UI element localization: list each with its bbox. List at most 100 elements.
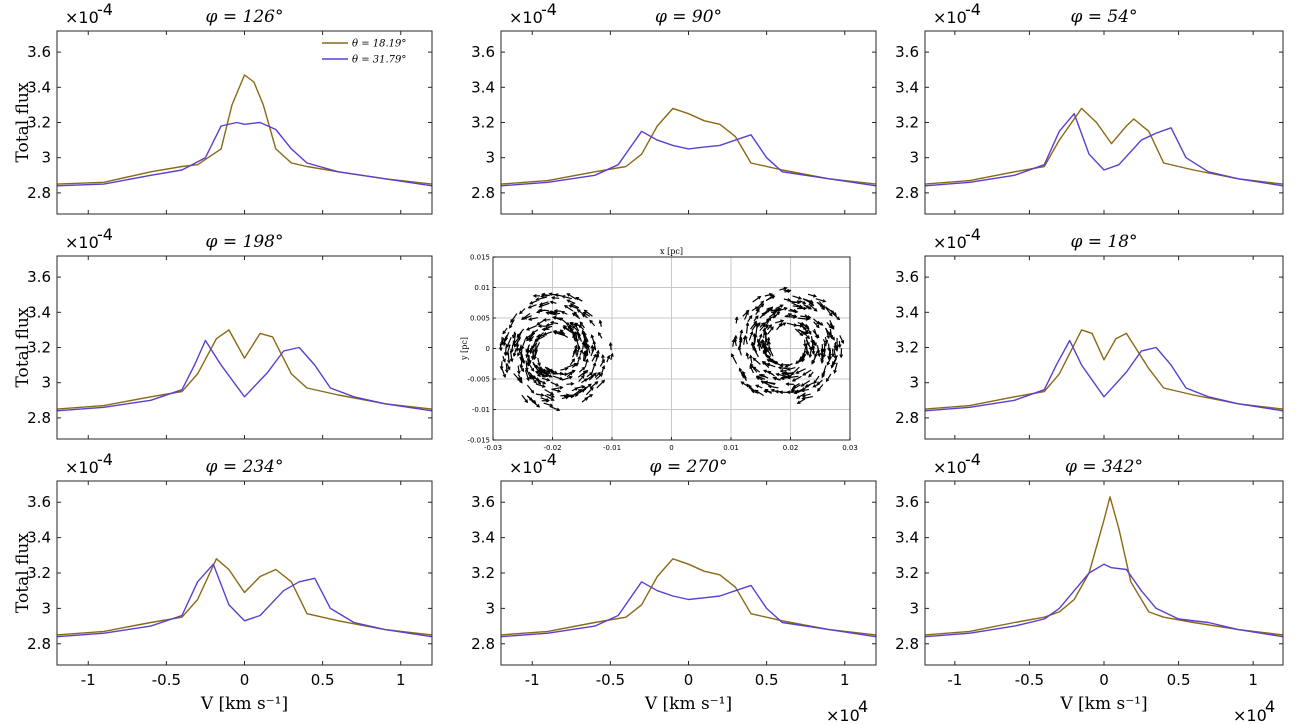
velocity-arrow bbox=[773, 376, 781, 381]
arrow-head bbox=[535, 377, 540, 381]
series-line-1 bbox=[501, 130, 876, 187]
arrow-head bbox=[552, 316, 557, 320]
velocity-arrow bbox=[570, 303, 580, 309]
arrow-head bbox=[816, 381, 821, 386]
arrow-head bbox=[517, 352, 521, 357]
velocity-arrow bbox=[521, 394, 528, 403]
velocity-arrow bbox=[759, 340, 763, 348]
x-tick-label: 1 bbox=[840, 671, 850, 689]
velocity-arrow bbox=[513, 348, 517, 357]
velocity-arrow bbox=[761, 374, 769, 379]
arrow-head bbox=[749, 354, 753, 359]
arrow-head bbox=[541, 327, 546, 332]
arrow-head bbox=[769, 292, 774, 297]
panel-title: φ = 234° bbox=[206, 457, 284, 477]
arrow-head bbox=[536, 321, 541, 326]
y-tick-label: 3.6 bbox=[895, 268, 919, 286]
arrow-head bbox=[776, 311, 781, 316]
velocity-arrow bbox=[751, 390, 759, 394]
series-line-0 bbox=[925, 496, 1283, 636]
velocity-arrow bbox=[529, 299, 538, 305]
velocity-arrow bbox=[738, 346, 742, 356]
arrow-head bbox=[822, 348, 827, 353]
arrow-head bbox=[542, 332, 547, 336]
arrow-head bbox=[777, 307, 782, 312]
velocity-arrow bbox=[526, 395, 533, 401]
arrow-head bbox=[766, 359, 771, 363]
arrow-head bbox=[569, 303, 574, 307]
y-tick-label: 3.2 bbox=[895, 339, 919, 357]
arrow-head bbox=[769, 358, 774, 363]
arrow-head bbox=[756, 308, 760, 313]
velocity-arrow bbox=[535, 335, 546, 342]
y-tick-label: 3 bbox=[909, 149, 919, 167]
velocity-arrow bbox=[526, 353, 531, 364]
velocity-arrow bbox=[832, 358, 837, 366]
velocity-arrow bbox=[571, 389, 582, 397]
arrow-head bbox=[579, 348, 584, 353]
velocity-arrow bbox=[781, 375, 792, 380]
velocity-arrow bbox=[536, 309, 546, 313]
arrow-head bbox=[581, 329, 586, 334]
arrow-head bbox=[752, 357, 757, 362]
velocity-arrow bbox=[801, 388, 810, 392]
velocity-arrow bbox=[585, 374, 595, 381]
arrow-head bbox=[581, 385, 586, 389]
velocity-arrow bbox=[521, 339, 526, 350]
velocity-arrow bbox=[765, 294, 775, 302]
y-tick-label: 3.4 bbox=[471, 78, 495, 96]
arrow-head bbox=[779, 362, 784, 367]
velocity-arrow bbox=[591, 354, 597, 362]
arrow-head bbox=[795, 370, 800, 374]
velocity-arrow bbox=[818, 300, 826, 309]
velocity-arrow bbox=[812, 330, 820, 338]
velocity-arrow bbox=[529, 374, 537, 384]
velocity-arrow bbox=[567, 325, 574, 331]
arrow-head bbox=[601, 359, 605, 363]
velocity-arrow bbox=[750, 363, 758, 373]
arrow-head bbox=[819, 352, 824, 357]
velocity-arrow bbox=[764, 390, 772, 393]
panel-8: 2.833.23.43.6-1 -0.5 0 0.5 1×10-4 φ = 342°V [… bbox=[895, 450, 1284, 724]
velocity-arrow bbox=[745, 322, 749, 334]
arrow-head bbox=[826, 361, 831, 366]
panel-title: φ = 342° bbox=[1065, 457, 1143, 477]
velocity-arrow bbox=[529, 342, 538, 352]
arrow-head bbox=[596, 349, 600, 354]
arrow-head bbox=[767, 370, 772, 375]
y-tick-label: 3 bbox=[909, 599, 919, 617]
arrow-head bbox=[569, 321, 574, 326]
velocity-arrow bbox=[551, 297, 560, 299]
y-tick-label: 3 bbox=[485, 599, 495, 617]
velocity-arrow bbox=[742, 371, 747, 379]
velocity-arrow bbox=[801, 354, 806, 362]
arrow-head bbox=[575, 297, 580, 301]
arrow-head bbox=[738, 336, 743, 341]
arrow-head bbox=[815, 324, 820, 329]
arrow-head bbox=[569, 371, 574, 376]
arrow-head bbox=[533, 379, 537, 384]
arrow-head bbox=[510, 348, 514, 353]
velocity-arrow bbox=[503, 335, 508, 342]
y-tick-label: 3 bbox=[485, 149, 495, 167]
velocity-arrow bbox=[585, 339, 588, 348]
y-tick-label: 3.4 bbox=[27, 529, 51, 547]
arrow-head bbox=[814, 353, 818, 358]
arrow-head bbox=[757, 295, 762, 300]
arrow-head bbox=[811, 360, 815, 365]
velocity-arrow bbox=[562, 295, 572, 300]
arrow-head bbox=[520, 368, 525, 373]
map-y-label: y [pc] bbox=[460, 337, 469, 361]
panel-0: 2.8 3 3.2 3.4 3.6 ×10-4 φ = 126° Total flux θ = … bbox=[13, 0, 433, 215]
arrow-head bbox=[767, 354, 771, 359]
arrow-head bbox=[785, 382, 790, 386]
velocity-arrow bbox=[595, 350, 599, 361]
arrow-head bbox=[507, 359, 511, 364]
arrow-head bbox=[529, 397, 533, 402]
arrow-head bbox=[536, 369, 540, 374]
arrow-head bbox=[573, 311, 578, 316]
panel-5: 2.8 3 3.2 3.4 3.6 ×10-4 φ = 18° bbox=[895, 225, 1284, 440]
arrow-head bbox=[783, 286, 788, 291]
velocity-arrow bbox=[585, 387, 594, 396]
velocity-arrow bbox=[506, 344, 511, 356]
